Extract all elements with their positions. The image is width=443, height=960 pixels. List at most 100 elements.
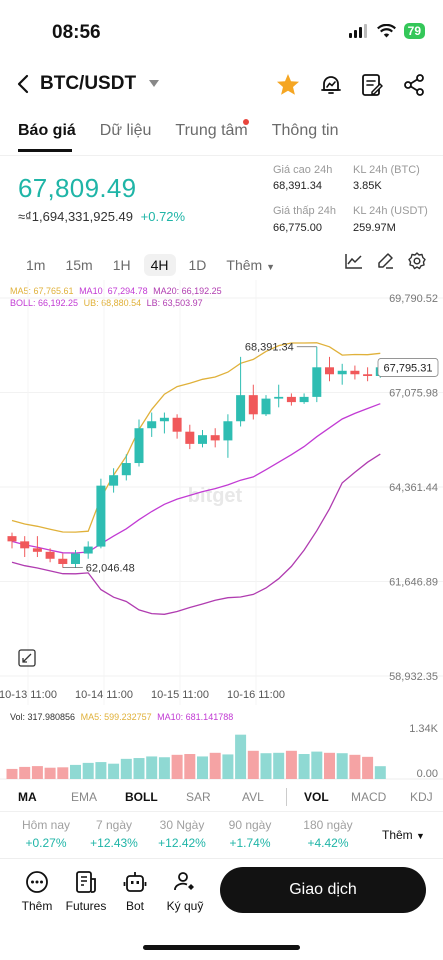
note-icon[interactable] — [361, 73, 383, 97]
battery-icon: 79 — [403, 23, 425, 39]
volume-bar — [95, 762, 107, 779]
bottom-margin-button[interactable]: Ký quỹ — [163, 870, 207, 913]
high-24h-value: 68,391.34 — [273, 180, 322, 192]
volume-bar — [19, 766, 31, 779]
chart-settings-gear-icon[interactable] — [408, 252, 426, 270]
indicator-vol[interactable]: VOL — [304, 790, 329, 804]
chevron-down-icon[interactable] — [149, 80, 159, 88]
y-tick-label: 69,790.52 — [389, 293, 438, 305]
perf-90d-label: 90 ngày — [228, 818, 272, 832]
favorite-star-icon[interactable] — [276, 73, 300, 96]
vol-btc-label: KL 24h (BTC) — [353, 164, 420, 176]
x-tick-label: 10-13 11:00 — [0, 689, 57, 701]
boll-upper-line — [11, 342, 381, 533]
indicator-avl[interactable]: AVL — [242, 790, 264, 804]
line-chart-icon[interactable] — [345, 253, 363, 269]
volume-bar — [298, 754, 310, 779]
fullscreen-icon[interactable] — [18, 649, 36, 667]
volume-chart[interactable]: 1.34K 0.00 — [0, 705, 443, 785]
more-dots-icon — [26, 871, 48, 893]
perf-7d-value: +12.43% — [90, 836, 138, 850]
candle-body — [337, 370, 347, 375]
pair-title[interactable]: BTC/USDT — [40, 73, 137, 94]
y-tick-label: 64,361.44 — [389, 482, 438, 494]
volume-bar — [362, 756, 374, 779]
volume-bar — [209, 752, 221, 779]
trade-button[interactable]: Giao dịch — [220, 867, 426, 913]
perf-30d-label: 30 Ngày — [159, 818, 205, 832]
vol-ma10-legend: MA10: 681.141788 — [157, 712, 234, 722]
fullscreen-frame — [18, 649, 36, 667]
volume-bar — [222, 754, 234, 779]
bottom-futures-button[interactable]: Futures — [64, 870, 108, 913]
status-time: 08:56 — [52, 22, 101, 43]
perf-180d-label: 180 ngày — [303, 818, 353, 832]
perf-90d[interactable]: 90 ngày +1.74% — [218, 818, 282, 850]
indicator-kdj[interactable]: KDJ — [410, 790, 433, 804]
perf-more-button[interactable]: Thêm ▼ — [382, 828, 425, 842]
tab-quote[interactable]: Báo giá — [18, 122, 76, 139]
perf-more-label: Thêm — [382, 828, 413, 842]
low-24h-label: Giá thấp 24h — [273, 205, 336, 217]
volume-bar — [311, 751, 323, 779]
boll-lower-line — [11, 453, 381, 615]
interval-1m[interactable]: 1m — [26, 257, 46, 273]
indicator-macd[interactable]: MACD — [351, 790, 387, 804]
ma10-legend: MA10: 67,294.78 — [79, 286, 148, 296]
perf-180d[interactable]: 180 ngày +4.42% — [296, 818, 360, 850]
interval-more[interactable]: Thêm ▼ — [226, 257, 275, 273]
indicator-ma[interactable]: MA — [18, 790, 37, 804]
draw-pen-icon[interactable] — [376, 252, 394, 270]
bottom-more-button[interactable]: Thêm — [15, 870, 59, 913]
volume-bar — [273, 752, 285, 779]
perf-today-value: +0.27% — [25, 836, 67, 850]
bottom-bot-button[interactable]: Bot — [113, 870, 157, 913]
perf-30d[interactable]: 30 Ngày +12.42% — [150, 818, 214, 850]
tab-info[interactable]: Thông tin — [271, 122, 339, 139]
last-price-tag — [377, 358, 439, 377]
bot-icon — [123, 872, 147, 892]
high-marker-label: 68,391.34 — [245, 342, 294, 354]
boll-lb-legend: LB: 63,503.97 — [146, 298, 203, 308]
volume-bar — [197, 756, 208, 779]
candle-body — [198, 435, 207, 444]
indicator-boll[interactable]: BOLL — [125, 790, 158, 804]
boll-legend: BOLL: 66,192.25 UB: 68,880.54 LB: 63,503… — [10, 298, 203, 308]
perf-7d[interactable]: 7 ngày +12.43% — [82, 818, 146, 850]
tab-center[interactable]: Trung tâm — [175, 122, 248, 139]
candle-body — [109, 475, 119, 486]
vol-legend: Vol: 317.980856 — [10, 712, 76, 722]
interval-1d[interactable]: 1D — [188, 257, 207, 273]
perf-today[interactable]: Hôm nay +0.27% — [14, 818, 78, 850]
interval-4h[interactable]: 4H — [143, 254, 176, 276]
volume-bar — [349, 754, 361, 779]
interval-1h[interactable]: 1H — [112, 257, 131, 273]
interval-15m[interactable]: 15m — [65, 257, 93, 273]
signal-icon — [348, 24, 367, 38]
share-icon[interactable] — [403, 74, 425, 96]
candlestick-chart[interactable]: 69,790.52 67,075.98 64,361.44 61,646.89 58,9… — [0, 280, 443, 705]
volume-bar — [120, 758, 132, 779]
high-24h-label: Giá cao 24h — [273, 164, 333, 176]
candle-body — [299, 396, 309, 403]
wifi-icon — [376, 24, 396, 38]
candle-body — [185, 431, 195, 444]
perf-today-label: Hôm nay — [21, 818, 71, 832]
boll-ub-legend: UB: 68,880.54 — [83, 298, 142, 308]
perf-90d-value: +1.74% — [229, 836, 271, 850]
margin-icon — [174, 872, 194, 891]
price-alert-icon[interactable] — [319, 73, 343, 97]
candle-body — [159, 417, 169, 422]
indicator-sar[interactable]: SAR — [186, 790, 211, 804]
indicator-ema[interactable]: EMA — [71, 790, 98, 804]
volume-bar — [184, 754, 196, 779]
back-arrow-icon[interactable] — [16, 74, 30, 94]
tab-data[interactable]: Dữ liệu — [99, 122, 152, 139]
candle-body — [312, 367, 322, 397]
candle-body — [236, 395, 246, 422]
candle-body — [248, 395, 258, 415]
volume-bar — [260, 753, 272, 779]
volume-bar — [82, 762, 94, 779]
boll-mid-line — [11, 403, 381, 554]
candle-body — [223, 421, 233, 441]
